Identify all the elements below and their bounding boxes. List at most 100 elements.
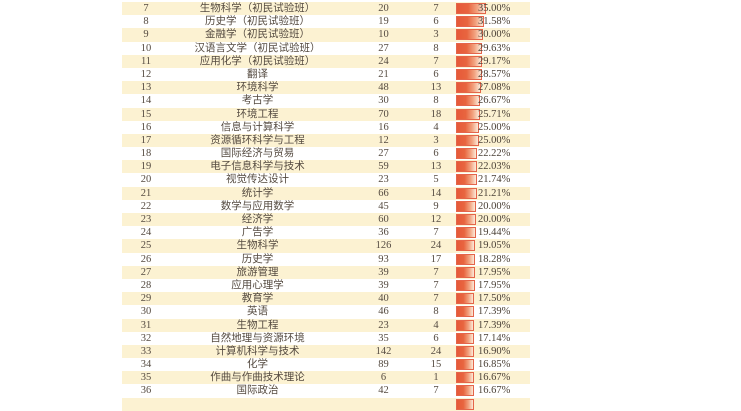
- value2-cell[interactable]: 3: [433, 29, 439, 41]
- rate-cell[interactable]: 16.67%: [450, 384, 530, 397]
- rank-cell[interactable]: 34: [140, 359, 152, 371]
- rank-cell[interactable]: 12: [140, 68, 152, 80]
- name-cell[interactable]: 环境科学: [236, 82, 279, 94]
- rank-cell[interactable]: 9: [143, 29, 149, 41]
- rank-cell[interactable]: 16: [140, 121, 152, 133]
- value1-cell[interactable]: 35: [378, 332, 389, 344]
- value2-cell[interactable]: 5: [433, 174, 439, 186]
- value2-cell[interactable]: [422, 398, 450, 411]
- value1-cell[interactable]: 16: [378, 121, 389, 133]
- value1-cell[interactable]: 6: [380, 372, 387, 384]
- name-cell[interactable]: 资源循环科学与工程: [210, 134, 305, 146]
- rate-cell[interactable]: 17.39%: [450, 319, 530, 332]
- name-cell[interactable]: 广告学: [241, 227, 274, 239]
- rank-cell[interactable]: 25: [140, 240, 152, 252]
- name-cell[interactable]: 化学: [247, 359, 268, 371]
- value1-cell[interactable]: 70: [378, 108, 389, 120]
- name-cell[interactable]: 数学与应用数学: [220, 200, 295, 212]
- name-cell[interactable]: 国际政治: [236, 385, 279, 397]
- value1-cell[interactable]: 42: [378, 385, 389, 397]
- rank-cell[interactable]: 28: [140, 279, 152, 291]
- value2-cell[interactable]: 17: [430, 253, 442, 265]
- rank-cell[interactable]: 32: [140, 332, 152, 344]
- value1-cell[interactable]: 19: [378, 16, 389, 28]
- value1-cell[interactable]: 66: [378, 187, 389, 199]
- rate-cell[interactable]: 16.90%: [450, 345, 530, 358]
- rank-cell[interactable]: 35: [140, 372, 152, 384]
- value1-cell[interactable]: 12: [378, 134, 389, 146]
- rank-cell[interactable]: 27: [140, 266, 152, 278]
- name-cell[interactable]: 英语: [247, 306, 268, 318]
- value1-cell[interactable]: 46: [378, 306, 389, 318]
- value2-cell[interactable]: 24: [430, 240, 442, 252]
- name-cell[interactable]: 计算机科学与技术: [215, 345, 300, 357]
- name-cell[interactable]: 历史学: [241, 253, 274, 265]
- rate-cell[interactable]: 35.00%: [450, 2, 530, 15]
- value2-cell[interactable]: 15: [430, 359, 442, 371]
- rank-cell[interactable]: 24: [140, 227, 152, 239]
- name-cell[interactable]: 应用心理学: [231, 279, 284, 291]
- rate-cell[interactable]: 27.08%: [450, 81, 530, 94]
- value2-cell[interactable]: 7: [433, 279, 439, 291]
- value1-cell[interactable]: 60: [378, 214, 389, 225]
- value2-cell[interactable]: 13: [430, 161, 442, 173]
- value1-cell[interactable]: 142: [375, 345, 392, 357]
- value1-cell[interactable]: 126: [375, 240, 392, 252]
- rate-cell[interactable]: 16.85%: [450, 358, 530, 371]
- rank-cell[interactable]: 7: [143, 3, 149, 14]
- rate-cell[interactable]: 31.58%: [450, 15, 530, 28]
- rate-cell[interactable]: [450, 398, 530, 411]
- rate-cell[interactable]: 17.14%: [450, 332, 530, 345]
- rate-cell[interactable]: 21.74%: [450, 173, 530, 186]
- name-cell[interactable]: 国际经济与贸易: [220, 148, 295, 160]
- rank-cell[interactable]: 29: [140, 293, 152, 305]
- rate-cell[interactable]: 18.28%: [450, 253, 530, 266]
- value1-cell[interactable]: 20: [378, 3, 389, 14]
- rank-cell[interactable]: 11: [140, 55, 152, 67]
- value2-cell[interactable]: 7: [433, 385, 439, 397]
- name-cell[interactable]: 生物科学（初民试验班）: [199, 3, 316, 14]
- value1-cell[interactable]: 59: [378, 161, 389, 173]
- name-cell[interactable]: 经济学: [241, 214, 274, 225]
- value2-cell[interactable]: 14: [430, 187, 442, 199]
- name-cell[interactable]: 作曲与作曲技术理论: [210, 372, 305, 384]
- rank-cell[interactable]: 8: [143, 16, 149, 28]
- value2-cell[interactable]: 7: [433, 55, 439, 67]
- value1-cell[interactable]: 23: [378, 319, 389, 331]
- value2-cell[interactable]: 1: [433, 372, 439, 384]
- name-cell[interactable]: 考古学: [241, 95, 274, 107]
- value1-cell[interactable]: 48: [378, 82, 389, 94]
- name-cell[interactable]: 汉语言文学（初民试验班）: [194, 42, 321, 54]
- rate-cell[interactable]: 16.67%: [450, 371, 530, 384]
- rank-cell[interactable]: 23: [140, 214, 152, 225]
- rank-cell[interactable]: 33: [140, 345, 152, 357]
- rate-cell[interactable]: 22.22%: [450, 147, 530, 160]
- value2-cell[interactable]: 6: [433, 332, 439, 344]
- value1-cell[interactable]: 39: [378, 266, 389, 278]
- rate-cell[interactable]: 17.50%: [450, 292, 530, 305]
- rank-cell[interactable]: 20: [140, 174, 152, 186]
- name-cell[interactable]: 视觉传达设计: [226, 174, 289, 186]
- value1-cell[interactable]: 23: [378, 174, 389, 186]
- name-cell[interactable]: [170, 398, 345, 411]
- value2-cell[interactable]: 4: [433, 319, 439, 331]
- rate-cell[interactable]: 29.17%: [450, 55, 530, 68]
- value1-cell[interactable]: 21: [378, 68, 389, 80]
- rank-cell[interactable]: 31: [140, 319, 152, 331]
- value2-cell[interactable]: 8: [433, 306, 439, 318]
- value2-cell[interactable]: 18: [430, 108, 442, 120]
- value1-cell[interactable]: 45: [378, 200, 389, 212]
- name-cell[interactable]: 统计学: [241, 187, 274, 199]
- name-cell[interactable]: 生物科学: [236, 240, 279, 252]
- value2-cell[interactable]: 9: [433, 200, 439, 212]
- rank-cell[interactable]: 21: [140, 187, 152, 199]
- rate-cell[interactable]: 30.00%: [450, 28, 530, 41]
- value2-cell[interactable]: 24: [430, 345, 442, 357]
- value2-cell[interactable]: 6: [433, 148, 439, 160]
- value1-cell[interactable]: 27: [378, 42, 389, 54]
- value1-cell[interactable]: 10: [378, 29, 389, 41]
- rate-cell[interactable]: 21.21%: [450, 187, 530, 200]
- rate-cell[interactable]: 29.63%: [450, 42, 530, 55]
- value2-cell[interactable]: 13: [430, 82, 442, 94]
- value2-cell[interactable]: 7: [433, 293, 439, 305]
